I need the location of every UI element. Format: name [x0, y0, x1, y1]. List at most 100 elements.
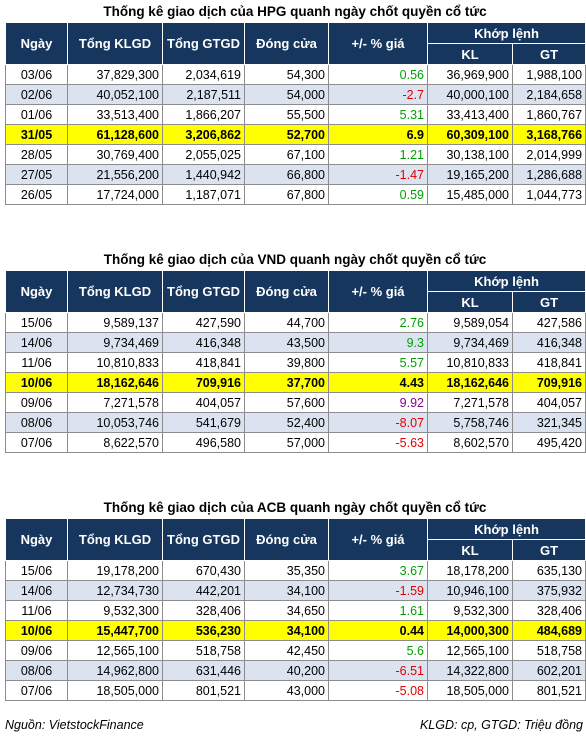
cell-total-value: 1,866,207	[162, 104, 245, 125]
cell-total-value: 328,406	[162, 600, 245, 621]
cell-change: -1.59	[328, 580, 428, 601]
cell-total-volume: 14,962,800	[67, 660, 163, 681]
table-row: 15/06 9,589,137 427,590 44,700 2.76 9,589,054…	[5, 312, 586, 333]
cell-close: 39,800	[244, 352, 329, 373]
table-row: 08/06 10,053,746 541,679 52,400 -8.07 5,758,7…	[5, 412, 586, 433]
cell-total-volume: 18,162,646	[67, 372, 163, 393]
table-body: 15/06 19,178,200 670,430 35,350 3.67 18,178,2…	[5, 560, 586, 701]
cell-matched-value: 495,420	[511, 432, 586, 453]
cell-change: 9.3	[328, 332, 428, 353]
cell-date: 07/06	[5, 432, 68, 453]
header-total-value: Tổng GTGD	[162, 22, 245, 65]
cell-change: -5.63	[328, 432, 428, 453]
header-matched: Khớp lệnh	[426, 22, 586, 44]
cell-total-value: 518,758	[162, 640, 245, 661]
cell-matched-value: 635,130	[511, 560, 586, 581]
header-kl: KL	[427, 291, 513, 313]
cell-total-volume: 19,178,200	[67, 560, 163, 581]
cell-date: 08/06	[5, 660, 68, 681]
cell-change: 0.44	[328, 620, 428, 641]
cell-total-value: 1,440,942	[162, 164, 245, 185]
cell-matched-value: 418,841	[511, 352, 586, 373]
cell-date: 26/05	[5, 184, 68, 205]
cell-total-volume: 9,589,137	[67, 312, 163, 333]
cell-change: -5.08	[328, 680, 428, 701]
cell-change: -6.51	[328, 660, 428, 681]
cell-matched-volume: 9,734,469	[427, 332, 513, 353]
cell-matched-volume: 33,413,400	[427, 104, 513, 125]
cell-close: 52,700	[244, 124, 329, 145]
cell-total-value: 709,916	[162, 372, 245, 393]
cell-total-volume: 17,724,000	[67, 184, 163, 205]
cell-close: 55,500	[244, 104, 329, 125]
cell-matched-value: 328,406	[511, 600, 586, 621]
cell-matched-value: 602,201	[511, 660, 586, 681]
cell-total-volume: 8,622,570	[67, 432, 163, 453]
cell-matched-value: 404,057	[511, 392, 586, 413]
stock-table-block: Thống kê giao dịch của ACB quanh ngày ch…	[5, 498, 586, 701]
cell-matched-volume: 30,138,100	[427, 144, 513, 165]
table-row: 10/06 15,447,700 536,230 34,100 0.44 14,000,3…	[5, 620, 586, 641]
cell-close: 34,100	[244, 580, 329, 601]
cell-close: 54,000	[244, 84, 329, 105]
cell-date: 08/06	[5, 412, 68, 433]
cell-date: 09/06	[5, 640, 68, 661]
cell-close: 37,700	[244, 372, 329, 393]
cell-close: 40,200	[244, 660, 329, 681]
cell-date: 14/06	[5, 332, 68, 353]
cell-matched-volume: 14,322,800	[427, 660, 513, 681]
cell-matched-volume: 12,565,100	[427, 640, 513, 661]
cell-matched-value: 1,988,100	[511, 64, 586, 85]
table-row: 31/05 61,128,600 3,206,862 52,700 6.9 60,309,…	[5, 124, 586, 145]
units-note: KLGD: cp, GTGD: Triệu đồng	[419, 718, 583, 732]
cell-date: 02/06	[5, 84, 68, 105]
cell-matched-volume: 36,969,900	[427, 64, 513, 85]
table-title: Thống kê giao dịch của ACB quanh ngày ch…	[103, 500, 487, 515]
trading-stats-table: Ngày Tổng KLGD Tổng GTGD Đóng cửa +/- % …	[5, 270, 586, 453]
cell-total-volume: 61,128,600	[67, 124, 163, 145]
cell-date: 15/06	[5, 560, 68, 581]
header-close: Đóng cửa	[244, 518, 329, 561]
table-body: 15/06 9,589,137 427,590 44,700 2.76 9,589,054…	[5, 312, 586, 453]
cell-date: 10/06	[5, 620, 68, 641]
table-row: 11/06 9,532,300 328,406 34,650 1.61 9,532,300…	[5, 600, 586, 621]
header-matched: Khớp lệnh	[426, 270, 586, 292]
cell-change: 9.92	[328, 392, 428, 413]
cell-matched-volume: 18,505,000	[427, 680, 513, 701]
header-change: +/- % giá	[328, 270, 428, 313]
trading-stats-table: Ngày Tổng KLGD Tổng GTGD Đóng cửa +/- % …	[5, 22, 586, 205]
stock-table-block: Thống kê giao dịch của VND quanh ngày ch…	[5, 250, 586, 453]
cell-matched-volume: 9,589,054	[427, 312, 513, 333]
cell-matched-value: 427,586	[511, 312, 586, 333]
cell-matched-volume: 10,946,100	[427, 580, 513, 601]
table-row: 09/06 12,565,100 518,758 42,450 5.6 12,565,10…	[5, 640, 586, 661]
cell-date: 11/06	[5, 352, 68, 373]
cell-matched-value: 1,044,773	[511, 184, 586, 205]
cell-matched-value: 1,860,767	[511, 104, 586, 125]
cell-matched-value: 2,014,999	[511, 144, 586, 165]
cell-matched-value: 709,916	[511, 372, 586, 393]
header-date: Ngày	[5, 270, 68, 313]
table-row: 14/06 9,734,469 416,348 43,500 9.3 9,734,469 4…	[5, 332, 586, 353]
cell-date: 10/06	[5, 372, 68, 393]
cell-matched-value: 484,689	[511, 620, 586, 641]
cell-total-value: 2,034,619	[162, 64, 245, 85]
cell-close: 67,800	[244, 184, 329, 205]
cell-date: 27/05	[5, 164, 68, 185]
cell-change: 1.61	[328, 600, 428, 621]
cell-matched-volume: 8,602,570	[427, 432, 513, 453]
table-row: 15/06 19,178,200 670,430 35,350 3.67 18,178,2…	[5, 560, 586, 581]
cell-close: 43,500	[244, 332, 329, 353]
cell-close: 54,300	[244, 64, 329, 85]
header-gt: GT	[511, 291, 586, 313]
cell-matched-value: 518,758	[511, 640, 586, 661]
cell-total-value: 496,580	[162, 432, 245, 453]
cell-matched-volume: 5,758,746	[427, 412, 513, 433]
table-row: 03/06 37,829,300 2,034,619 54,300 0.56 36,969…	[5, 64, 586, 85]
cell-total-value: 631,446	[162, 660, 245, 681]
table-body: 03/06 37,829,300 2,034,619 54,300 0.56 36,969…	[5, 64, 586, 205]
header-change: +/- % giá	[328, 518, 428, 561]
cell-matched-value: 321,345	[511, 412, 586, 433]
cell-matched-value: 2,184,658	[511, 84, 586, 105]
cell-total-value: 670,430	[162, 560, 245, 581]
